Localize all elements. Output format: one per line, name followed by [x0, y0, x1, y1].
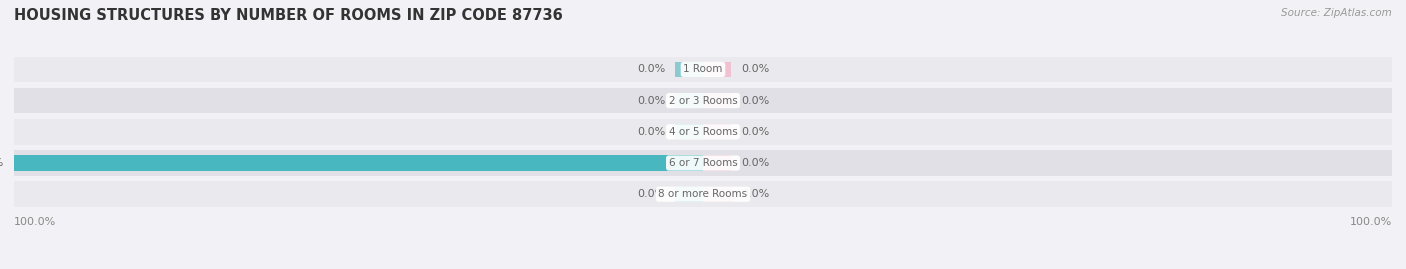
Bar: [675, 124, 703, 140]
Bar: [14, 155, 703, 171]
Bar: [703, 93, 731, 108]
Text: 6 or 7 Rooms: 6 or 7 Rooms: [669, 158, 737, 168]
Text: 100.0%: 100.0%: [0, 158, 4, 168]
Text: 0.0%: 0.0%: [637, 127, 665, 137]
Text: 8 or more Rooms: 8 or more Rooms: [658, 189, 748, 199]
Text: 1 Room: 1 Room: [683, 64, 723, 75]
Text: 0.0%: 0.0%: [741, 189, 769, 199]
Text: 2 or 3 Rooms: 2 or 3 Rooms: [669, 95, 737, 106]
Bar: [703, 62, 731, 77]
Text: 0.0%: 0.0%: [741, 64, 769, 75]
Text: Source: ZipAtlas.com: Source: ZipAtlas.com: [1281, 8, 1392, 18]
Bar: [675, 93, 703, 108]
Text: 0.0%: 0.0%: [741, 158, 769, 168]
Bar: [675, 62, 703, 77]
Text: 0.0%: 0.0%: [741, 127, 769, 137]
Bar: [14, 56, 1392, 82]
Bar: [703, 155, 731, 171]
Text: 100.0%: 100.0%: [14, 217, 56, 227]
Bar: [703, 186, 731, 202]
Bar: [703, 124, 731, 140]
Text: HOUSING STRUCTURES BY NUMBER OF ROOMS IN ZIP CODE 87736: HOUSING STRUCTURES BY NUMBER OF ROOMS IN…: [14, 8, 562, 23]
Bar: [675, 186, 703, 202]
Text: 0.0%: 0.0%: [637, 189, 665, 199]
Text: 0.0%: 0.0%: [637, 64, 665, 75]
Text: 0.0%: 0.0%: [637, 95, 665, 106]
Bar: [14, 150, 1392, 176]
Bar: [14, 119, 1392, 145]
Text: 4 or 5 Rooms: 4 or 5 Rooms: [669, 127, 737, 137]
Bar: [14, 88, 1392, 114]
Text: 0.0%: 0.0%: [741, 95, 769, 106]
Bar: [14, 181, 1392, 207]
Text: 100.0%: 100.0%: [1350, 217, 1392, 227]
